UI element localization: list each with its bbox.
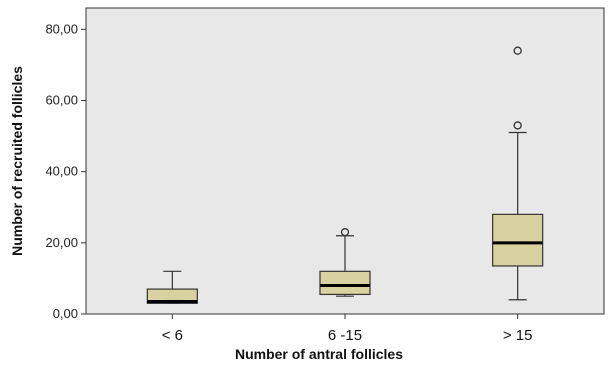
outlier-point bbox=[513, 46, 522, 55]
box-1 bbox=[146, 270, 198, 304]
iqr-box bbox=[146, 288, 198, 304]
y-tick-label: 20,00 bbox=[45, 235, 78, 250]
outlier-point bbox=[513, 121, 522, 130]
x-axis: < 6 6 -15 > 15 bbox=[162, 314, 533, 344]
iqr-box bbox=[492, 213, 544, 267]
boxes bbox=[146, 46, 544, 304]
x-axis-title: Number of antral follicles bbox=[235, 346, 403, 362]
box-3 bbox=[492, 46, 544, 301]
x-tick-label: 6 -15 bbox=[328, 327, 362, 344]
iqr-box bbox=[319, 270, 371, 296]
y-axis-title: Number of recruited follicles bbox=[9, 66, 25, 256]
y-axis: 0,00 20,00 40,00 60,00 80,00 bbox=[45, 21, 86, 321]
outlier-point bbox=[340, 228, 350, 237]
x-tick-label: < 6 bbox=[162, 327, 183, 344]
x-tick-label: > 15 bbox=[503, 327, 533, 344]
y-tick-label: 0,00 bbox=[53, 306, 78, 321]
y-tick-label: 60,00 bbox=[45, 93, 78, 108]
y-tick-label: 40,00 bbox=[45, 164, 78, 179]
box-2 bbox=[319, 228, 371, 297]
y-tick-label: 80,00 bbox=[45, 21, 78, 36]
